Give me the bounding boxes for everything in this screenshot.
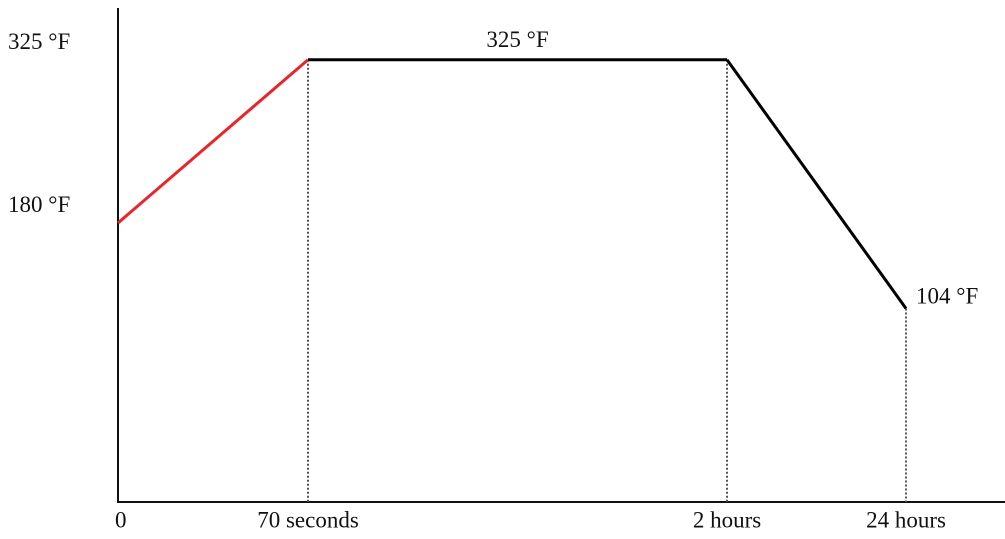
y-tick-label: 325 °F xyxy=(8,29,70,54)
x-tick-label: 24 hours xyxy=(866,507,946,532)
y-tick-label: 180 °F xyxy=(8,192,70,217)
x-tick-label: 0 xyxy=(115,507,127,532)
data-label: 325 °F xyxy=(486,27,548,52)
line-segment xyxy=(725,58,908,310)
data-label: 104 °F xyxy=(916,284,978,309)
x-tick-label: 70 seconds xyxy=(257,507,359,532)
x-tick-label: 2 hours xyxy=(693,507,761,532)
line-segment xyxy=(117,58,309,225)
